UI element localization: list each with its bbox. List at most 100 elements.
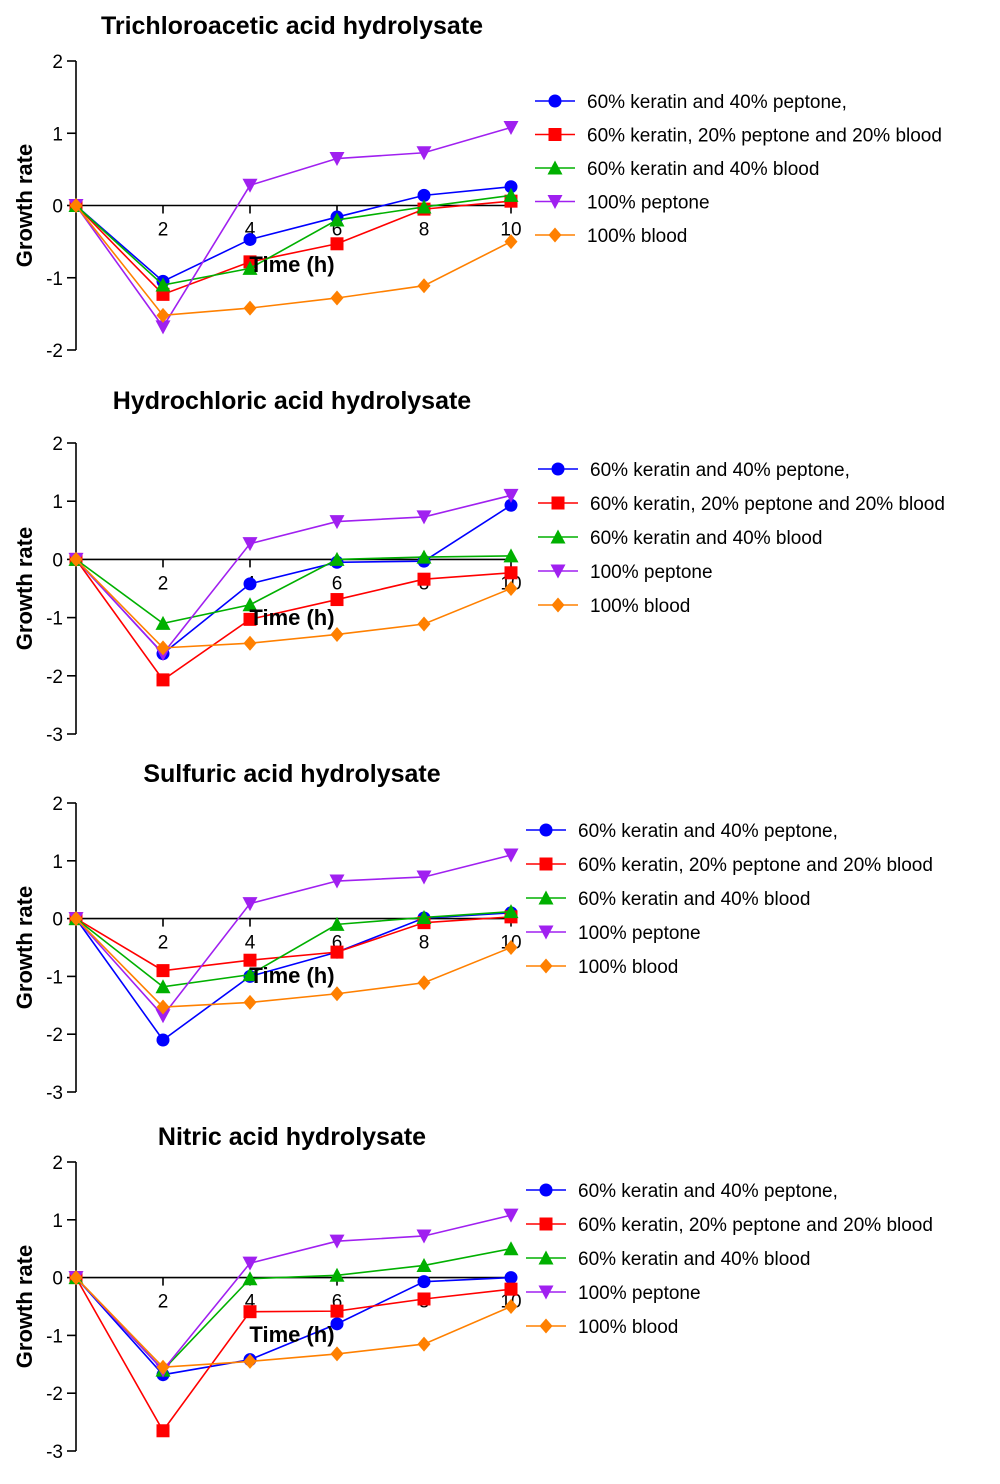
data-point <box>503 187 519 202</box>
x-tick-label: 6 <box>332 220 343 241</box>
data-point <box>243 612 257 626</box>
legend-label: 60% keratin and 40% blood <box>578 889 810 910</box>
y-tick-label: -3 <box>46 1083 63 1104</box>
chart-title: Sulfuric acid hydrolysate <box>143 760 440 788</box>
legend-marker <box>550 529 566 544</box>
data-point <box>504 566 518 580</box>
data-point <box>156 964 170 978</box>
legend: 60% keratin and 40% peptone, 60% keratin,… <box>538 460 945 617</box>
data-point <box>155 1009 171 1024</box>
data-point <box>156 1033 170 1047</box>
data-point <box>242 597 258 612</box>
legend-label: 60% keratin, 20% peptone and 20% blood <box>587 126 942 147</box>
data-point <box>504 180 518 194</box>
y-tick-label: -2 <box>46 341 63 362</box>
legend: 60% keratin and 40% peptone, 60% keratin,… <box>526 1181 933 1338</box>
data-point <box>417 572 431 586</box>
x-axis-label: Time (h) <box>249 605 334 630</box>
data-point <box>243 300 257 316</box>
data-point <box>330 1304 344 1318</box>
y-tick-label: 2 <box>52 434 63 455</box>
legend-label: 60% keratin and 40% blood <box>587 159 819 180</box>
legend-marker <box>538 1285 554 1300</box>
data-point <box>504 1282 518 1296</box>
legend-label: 60% keratin and 40% peptone, <box>590 460 850 481</box>
series-line <box>75 1277 512 1369</box>
legend-label: 60% keratin, 20% peptone and 20% blood <box>590 494 945 515</box>
data-point <box>155 277 171 292</box>
legend-label: 60% keratin and 40% peptone, <box>587 92 847 113</box>
series-line <box>75 1247 512 1372</box>
data-point <box>416 199 432 214</box>
data-point <box>156 999 170 1015</box>
legend-marker <box>538 925 554 940</box>
data-point <box>156 307 170 323</box>
data-point <box>329 874 345 889</box>
legend-label: 100% blood <box>590 596 690 617</box>
data-point <box>69 198 83 213</box>
legend-label: 100% peptone <box>578 1283 701 1304</box>
y-tick-label: -1 <box>46 269 63 290</box>
data-point <box>330 593 344 607</box>
legend-label: 60% keratin and 40% peptone, <box>578 1181 838 1202</box>
series-line <box>75 504 512 655</box>
data-point <box>330 237 344 251</box>
legend-label: 100% peptone <box>590 562 713 583</box>
data-point <box>504 234 518 250</box>
y-axis-label: Growth rate <box>12 886 37 1009</box>
data-point <box>417 1275 431 1289</box>
legend-marker <box>548 227 562 243</box>
x-tick-label: 2 <box>158 1292 169 1313</box>
legend-marker <box>538 890 554 905</box>
data-point <box>156 1359 170 1375</box>
series-line <box>75 910 512 988</box>
data-point <box>330 1317 344 1331</box>
series-line <box>75 126 512 329</box>
data-point <box>417 1292 431 1306</box>
legend-label: 100% peptone <box>578 923 701 944</box>
y-tick-label: -1 <box>46 609 63 630</box>
data-point <box>242 967 258 982</box>
data-point <box>156 640 170 656</box>
data-point <box>156 673 170 687</box>
data-point <box>242 897 258 912</box>
data-point <box>504 1299 518 1314</box>
data-point <box>242 178 258 193</box>
x-axis-label: Time (h) <box>249 963 334 988</box>
chart-panel-3: Sulfuric acid hydrolysate 2 1 0 -1 -2 -3 2 4 6 8 10… <box>12 760 933 1104</box>
chart-title: Hydrochloric acid hydrolysate <box>113 387 472 415</box>
data-point <box>69 1270 83 1286</box>
series-4 <box>68 1208 519 1378</box>
series-line <box>75 558 512 681</box>
legend: 60% keratin and 40% peptone, 60% keratin,… <box>535 92 942 247</box>
x-tick-label: 6 <box>332 933 343 954</box>
legend-label: 60% keratin and 40% blood <box>578 1249 810 1270</box>
data-point <box>330 290 344 306</box>
data-point <box>330 626 344 642</box>
series-line <box>75 494 512 655</box>
y-axis-label: Growth rate <box>12 144 37 267</box>
x-axis-label: Time (h) <box>249 1322 334 1347</box>
x-tick-label: 4 <box>245 933 256 954</box>
x-tick-label: 2 <box>158 573 169 594</box>
series-4 <box>68 120 519 335</box>
series-line <box>75 1276 512 1376</box>
chart-title: Trichloroacetic acid hydrolysate <box>101 12 483 40</box>
data-point <box>329 152 345 167</box>
data-point <box>156 1424 170 1438</box>
legend-marker <box>539 823 553 837</box>
data-point <box>416 510 432 525</box>
data-point <box>416 909 432 924</box>
data-point <box>504 498 518 512</box>
series-4 <box>68 848 519 1024</box>
data-point <box>503 904 519 919</box>
legend-marker <box>547 160 563 175</box>
data-point <box>243 635 257 651</box>
data-point <box>329 515 345 530</box>
legend-marker <box>551 496 565 510</box>
data-point <box>417 278 431 294</box>
y-tick-label: -1 <box>46 967 63 988</box>
data-point <box>329 916 345 931</box>
legend-label: 100% peptone <box>587 193 710 214</box>
series-5 <box>69 911 518 1015</box>
